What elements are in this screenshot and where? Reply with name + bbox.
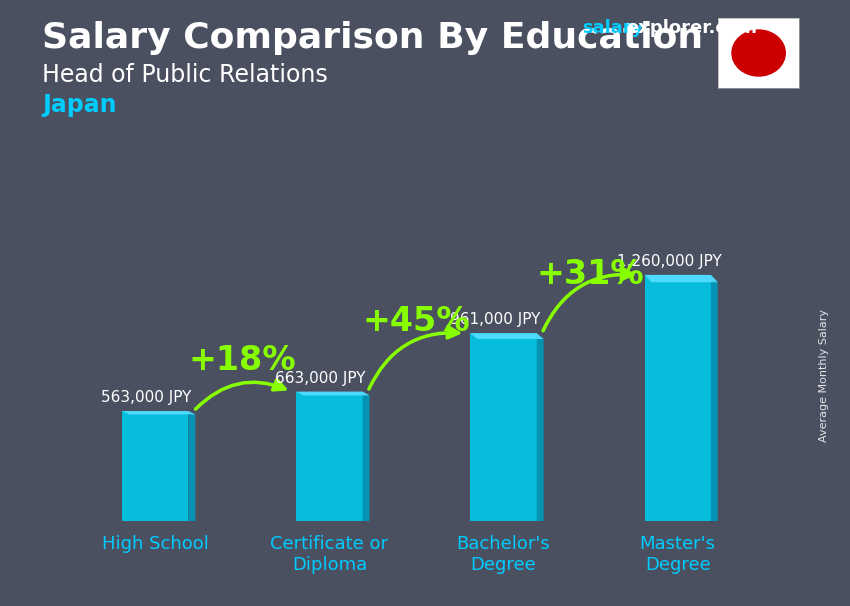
Polygon shape bbox=[644, 275, 711, 521]
Polygon shape bbox=[122, 411, 196, 415]
Text: Average Monthly Salary: Average Monthly Salary bbox=[819, 309, 829, 442]
Polygon shape bbox=[471, 333, 536, 521]
Text: Salary Comparison By Education: Salary Comparison By Education bbox=[42, 21, 704, 55]
Text: 1,260,000 JPY: 1,260,000 JPY bbox=[616, 254, 722, 269]
Text: Japan: Japan bbox=[42, 93, 117, 117]
Polygon shape bbox=[711, 275, 717, 521]
Text: explorer.com: explorer.com bbox=[626, 19, 757, 38]
Polygon shape bbox=[362, 391, 370, 521]
Polygon shape bbox=[644, 275, 717, 282]
Text: salary: salary bbox=[582, 19, 643, 38]
Polygon shape bbox=[189, 411, 196, 521]
Polygon shape bbox=[536, 333, 544, 521]
Polygon shape bbox=[471, 333, 544, 339]
Text: +45%: +45% bbox=[363, 305, 470, 338]
Text: 663,000 JPY: 663,000 JPY bbox=[275, 371, 366, 385]
Polygon shape bbox=[297, 391, 370, 396]
Text: +18%: +18% bbox=[189, 344, 296, 378]
Text: +31%: +31% bbox=[537, 258, 644, 291]
Circle shape bbox=[732, 30, 785, 76]
Polygon shape bbox=[297, 391, 362, 521]
Text: 563,000 JPY: 563,000 JPY bbox=[101, 390, 192, 405]
Text: 961,000 JPY: 961,000 JPY bbox=[450, 313, 540, 327]
Polygon shape bbox=[122, 411, 189, 521]
Text: Head of Public Relations: Head of Public Relations bbox=[42, 63, 328, 87]
